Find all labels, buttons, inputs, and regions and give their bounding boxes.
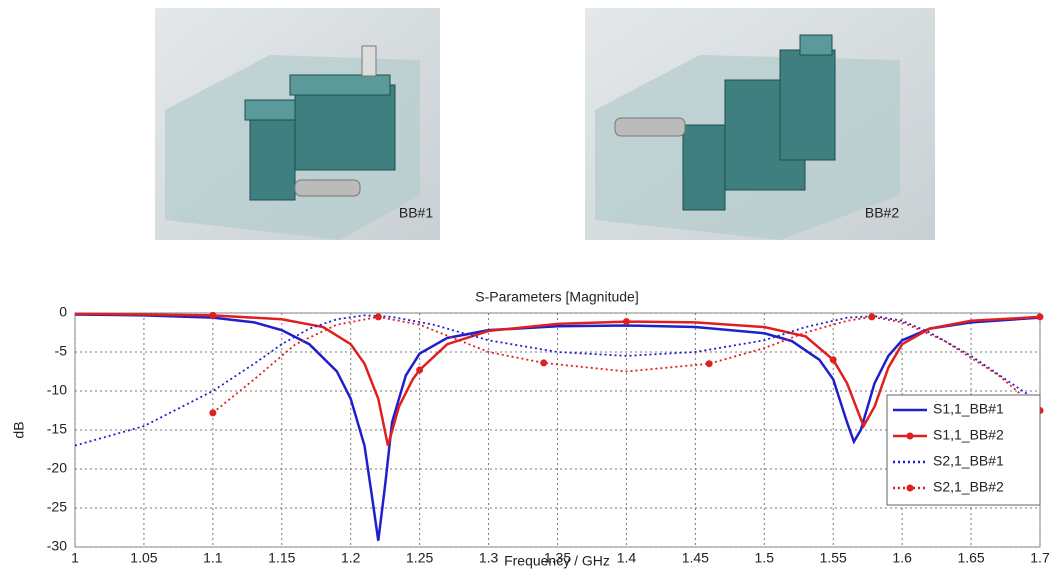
y-tick-label: -30	[47, 538, 67, 554]
marker	[209, 312, 216, 319]
x-tick-label: 1.4	[617, 550, 637, 566]
legend-label: S2,1_BB#2	[933, 479, 1004, 495]
x-tick-label: 1.7	[1030, 550, 1050, 566]
figure: BB#1 BB#2 S-Parameters [Magnitude] Frequ…	[0, 0, 1055, 573]
marker	[868, 313, 875, 320]
legend-label: S2,1_BB#1	[933, 453, 1004, 469]
x-tick-label: 1.55	[820, 550, 847, 566]
marker	[375, 313, 382, 320]
x-tick-label: 1.45	[682, 550, 709, 566]
marker	[1037, 313, 1044, 320]
image-label: BB#2	[865, 205, 899, 221]
x-tick-label: 1	[71, 550, 79, 566]
legend-marker	[907, 433, 914, 440]
x-tick-label: 1.05	[130, 550, 157, 566]
model-image	[155, 8, 440, 240]
marker	[416, 366, 423, 373]
x-tick-label: 1.5	[755, 550, 775, 566]
legend-label: S1,1_BB#2	[933, 427, 1004, 443]
y-tick-label: 0	[59, 304, 67, 320]
y-tick-label: -25	[47, 499, 67, 515]
y-tick-label: -10	[47, 382, 67, 398]
legend-marker	[907, 485, 914, 492]
marker	[540, 359, 547, 366]
marker	[706, 360, 713, 367]
x-tick-label: 1.2	[341, 550, 361, 566]
x-tick-label: 1.15	[268, 550, 295, 566]
x-tick-label: 1.6	[892, 550, 912, 566]
x-tick-label: 1.35	[544, 550, 571, 566]
x-tick-label: 1.25	[406, 550, 433, 566]
image-label: BB#1	[399, 205, 433, 221]
x-tick-label: 1.1	[203, 550, 223, 566]
chart-title: S-Parameters [Magnitude]	[475, 289, 638, 305]
x-tick-label: 1.3	[479, 550, 499, 566]
marker	[830, 356, 837, 363]
y-tick-label: -15	[47, 421, 67, 437]
marker	[623, 318, 630, 325]
legend-label: S1,1_BB#1	[933, 401, 1004, 417]
y-axis-label: dB	[11, 421, 27, 438]
x-tick-label: 1.65	[957, 550, 984, 566]
marker	[209, 409, 216, 416]
y-tick-label: -20	[47, 460, 67, 476]
y-tick-label: -5	[55, 343, 68, 359]
